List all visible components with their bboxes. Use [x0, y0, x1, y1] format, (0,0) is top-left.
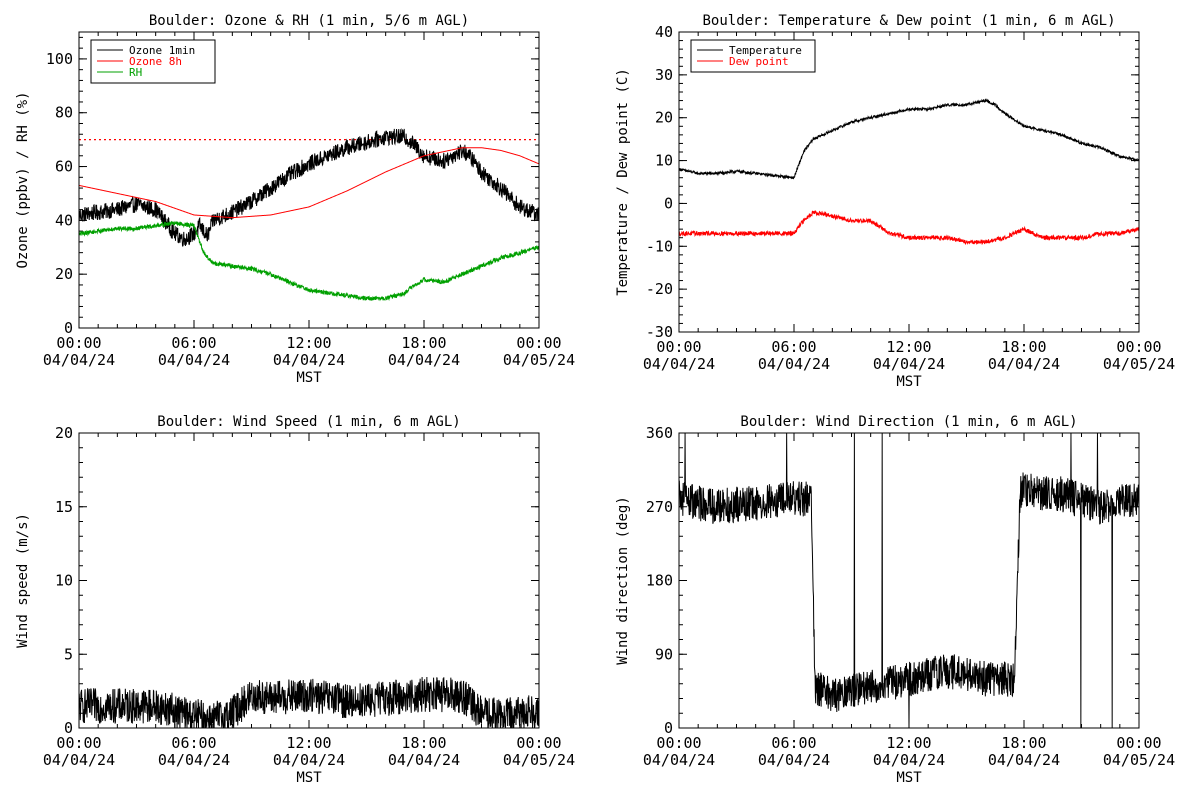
ozone-xtick-label: 18:00: [401, 334, 446, 352]
wspd-ytick-label: 15: [55, 498, 73, 516]
ozone-title: Boulder: Ozone & RH (1 min, 5/6 m AGL): [149, 13, 469, 29]
ozone-ylabel: Ozone (ppbv) / RH (%): [15, 91, 31, 268]
wdir-xtick-label: 06:00: [771, 734, 816, 752]
wdir-plot-frame: [678, 432, 1140, 729]
ozone-xtick-date: 04/04/24: [388, 351, 460, 369]
temp-xtick-date: 04/04/24: [873, 355, 945, 373]
wdir-xtick-date: 04/04/24: [873, 751, 945, 769]
ozone-series-line-0: [79, 128, 539, 248]
ozone-plot-frame: [78, 31, 540, 329]
temp-xtick-date: 04/04/24: [758, 355, 830, 373]
temp-xtick-label: 12:00: [886, 338, 931, 356]
wspd-xtick-label: 06:00: [171, 734, 216, 752]
wdir-xtick-date: 04/05/24: [1103, 751, 1175, 769]
wspd-series-line-0: [79, 677, 539, 728]
wdir-ytick-label: 180: [646, 572, 673, 590]
ozone-xtick-label: 00:00: [56, 334, 101, 352]
ozone-xtick-label: 12:00: [286, 334, 331, 352]
ozone-ytick-label: 80: [55, 104, 73, 122]
wdir-xtick-label: 00:00: [1116, 734, 1161, 752]
temp-ytick-label: 20: [655, 109, 673, 127]
wdir-xtick-date: 04/04/24: [643, 751, 715, 769]
temp-plot-frame: [678, 31, 1140, 333]
temp-ytick-label: -20: [646, 280, 673, 298]
temp-ytick-label: 0: [664, 194, 673, 212]
wspd-xtick-date: 04/05/24: [503, 751, 575, 769]
wdir-xtick-date: 04/04/24: [988, 751, 1060, 769]
ozone-xtick-label: 06:00: [171, 334, 216, 352]
ozone-xlabel: MST: [296, 370, 322, 386]
temp-ylabel: Temperature / Dew point (C): [615, 68, 631, 296]
wdir-xtick-label: 12:00: [886, 734, 931, 752]
ozone-xtick-date: 04/04/24: [273, 351, 345, 369]
ozone-xtick-date: 04/04/24: [158, 351, 230, 369]
temp-ytick-label: 30: [655, 66, 673, 84]
wspd-ytick-label: 0: [64, 719, 73, 737]
wspd-xtick-date: 04/04/24: [388, 751, 460, 769]
temp-legend-label: Temperature: [729, 44, 802, 57]
wdir-xtick-date: 04/04/24: [758, 751, 830, 769]
ozone-ytick-label: 100: [46, 50, 73, 68]
wdir-xlabel: MST: [896, 770, 922, 786]
wspd-chart: Boulder: Wind Speed (1 min, 6 m AGL) 0 5 10…: [15, 414, 575, 786]
wdir-chart: Boulder: Wind Direction (1 min, 6 m AGL)…: [615, 414, 1175, 786]
temp-ytick-label: -10: [646, 237, 673, 255]
ozone-ytick-label: 0: [64, 319, 73, 337]
temp-ytick-label: 10: [655, 152, 673, 170]
wspd-ytick-label: 5: [64, 645, 73, 663]
ozone-ytick-label: 60: [55, 158, 73, 176]
temp-xtick-label: 18:00: [1001, 338, 1046, 356]
wdir-ytick-label: 360: [646, 424, 673, 442]
ozone-ytick-label: 20: [55, 265, 73, 283]
temp-xtick-date: 04/05/24: [1103, 355, 1175, 373]
wspd-xtick-date: 04/04/24: [273, 751, 345, 769]
wdir-ylabel: Wind direction (deg): [615, 496, 631, 665]
wspd-title: Boulder: Wind Speed (1 min, 6 m AGL): [157, 414, 460, 430]
temp-title: Boulder: Temperature & Dew point (1 min,…: [702, 13, 1115, 29]
temp-xtick-label: 00:00: [656, 338, 701, 356]
ozone-series-line-1: [79, 147, 539, 219]
ozone-legend-label: Ozone 1min: [129, 44, 195, 57]
wdir-title: Boulder: Wind Direction (1 min, 6 m AGL): [740, 414, 1077, 430]
temp-ytick-label: 40: [655, 23, 673, 41]
wspd-xtick-label: 18:00: [401, 734, 446, 752]
wspd-plot-frame: [78, 432, 540, 729]
wspd-ylabel: Wind speed (m/s): [15, 513, 31, 648]
ozone-series-line-2: [79, 220, 539, 302]
wspd-ytick-label: 10: [55, 572, 73, 590]
ozone-xtick-date: 04/05/24: [503, 351, 575, 369]
wspd-xtick-date: 04/04/24: [43, 751, 115, 769]
ozone-chart: Boulder: Ozone & RH (1 min, 5/6 m AGL) 0 2…: [15, 13, 575, 386]
temp-ytick-label: -30: [646, 323, 673, 341]
ozone-legend-label: RH: [129, 66, 142, 79]
temp-series-line-1: [679, 210, 1139, 246]
wdir-ytick-label: 90: [655, 645, 673, 663]
wdir-ytick-label: 270: [646, 498, 673, 516]
temp-chart: Boulder: Temperature & Dew point (1 min,…: [615, 13, 1175, 390]
wspd-xtick-label: 00:00: [516, 734, 561, 752]
ozone-xtick-date: 04/04/24: [43, 351, 115, 369]
wspd-xtick-label: 12:00: [286, 734, 331, 752]
temp-xtick-label: 00:00: [1116, 338, 1161, 356]
ozone-xtick-label: 00:00: [516, 334, 561, 352]
wdir-series-line-0: [679, 433, 1139, 728]
wspd-xtick-date: 04/04/24: [158, 751, 230, 769]
ozone-legend-label: Ozone 8h: [129, 55, 182, 68]
wdir-xtick-label: 18:00: [1001, 734, 1046, 752]
temp-xtick-date: 04/04/24: [643, 355, 715, 373]
wspd-xtick-label: 00:00: [56, 734, 101, 752]
temp-series-line-0: [679, 98, 1139, 180]
temp-xlabel: MST: [896, 374, 922, 390]
temp-legend-box: [690, 39, 816, 73]
temp-xtick-date: 04/04/24: [988, 355, 1060, 373]
wdir-xtick-label: 00:00: [656, 734, 701, 752]
wspd-xlabel: MST: [296, 770, 322, 786]
temp-xtick-label: 06:00: [771, 338, 816, 356]
wdir-ytick-label: 0: [664, 719, 673, 737]
ozone-ytick-label: 40: [55, 211, 73, 229]
wspd-ytick-label: 20: [55, 424, 73, 442]
temp-legend-label: Dew point: [729, 55, 789, 68]
